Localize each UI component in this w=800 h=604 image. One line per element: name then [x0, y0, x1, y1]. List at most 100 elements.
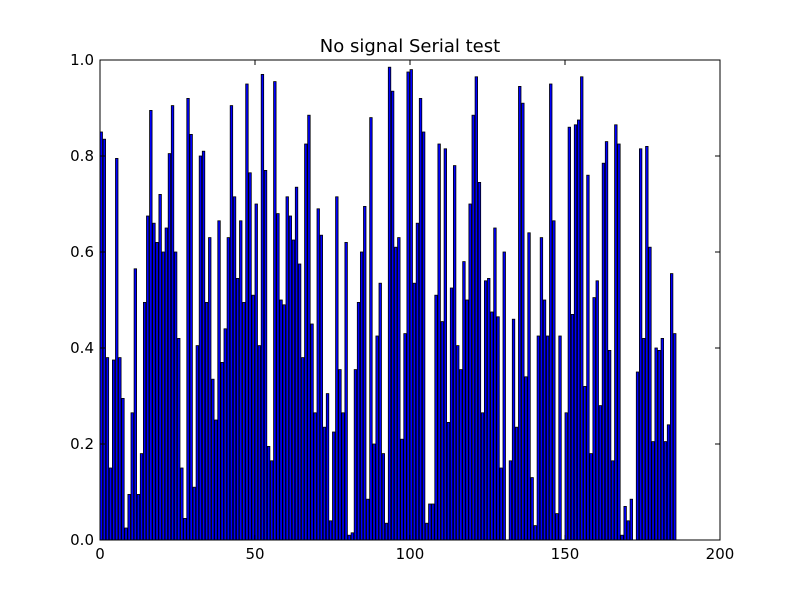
bar: [639, 148, 643, 541]
bar: [347, 534, 351, 541]
x-tick-label: 200: [706, 545, 735, 563]
x-tick-label: 0: [95, 545, 105, 563]
bar: [403, 333, 407, 541]
bar: [366, 498, 370, 541]
bar: [310, 323, 314, 541]
bar: [164, 227, 168, 541]
bar: [341, 412, 345, 541]
bar: [186, 98, 190, 541]
bar: [105, 357, 110, 541]
bar: [288, 215, 292, 541]
bar: [127, 493, 131, 541]
bar: [412, 282, 416, 541]
bar: [239, 220, 243, 541]
bar: [211, 378, 215, 541]
bar: [136, 493, 141, 541]
bar: [499, 467, 503, 541]
bar: [139, 453, 144, 541]
chart-title: No signal Serial test: [320, 36, 500, 57]
bar: [350, 532, 354, 541]
bar: [598, 405, 602, 541]
bar: [577, 119, 581, 541]
bar: [567, 126, 571, 541]
bar: [390, 90, 395, 541]
x-tick-label: 50: [245, 545, 264, 563]
bar: [192, 486, 196, 541]
bar: [304, 143, 308, 541]
bar: [446, 421, 451, 541]
bar: [363, 205, 367, 541]
bar: [527, 232, 531, 541]
bar: [620, 534, 624, 541]
bar: [359, 251, 364, 541]
bar: [198, 155, 203, 541]
bar: [335, 196, 339, 541]
bar: [468, 203, 472, 541]
bar: [260, 74, 265, 541]
bar: [316, 208, 320, 541]
bar: [645, 145, 649, 541]
bar: [443, 148, 447, 541]
bar: [394, 246, 398, 541]
bar: [673, 333, 677, 541]
bar: [515, 426, 519, 541]
bar: [294, 186, 299, 541]
bar: [235, 277, 240, 541]
bar: [133, 268, 137, 541]
bar: [583, 385, 587, 541]
bar: [487, 277, 491, 541]
bar: [158, 193, 162, 541]
bar: [332, 431, 336, 541]
bar: [149, 110, 153, 541]
bar: [248, 172, 252, 541]
bar: [623, 505, 627, 541]
bar: [670, 273, 674, 541]
bar: [372, 443, 376, 541]
bar: [465, 299, 469, 541]
bar: [322, 426, 327, 541]
bar: [608, 349, 612, 541]
bar: [524, 376, 528, 541]
bar: [223, 328, 227, 541]
bar: [546, 335, 550, 541]
bar: [549, 83, 553, 541]
bar: [291, 239, 296, 541]
bar: [666, 424, 671, 541]
bar: [307, 114, 311, 541]
bar: [146, 215, 150, 541]
bar: [142, 301, 147, 541]
bar: [397, 237, 401, 541]
bar: [651, 441, 655, 541]
bar: [254, 203, 258, 541]
bar: [167, 153, 172, 541]
bar: [189, 133, 193, 541]
bar: [387, 66, 392, 541]
bar: [657, 349, 661, 541]
bar: [381, 453, 385, 541]
bar: [521, 102, 525, 541]
bar: [301, 357, 305, 541]
bar: [270, 460, 274, 541]
bar: [660, 337, 664, 541]
bar: [648, 246, 652, 541]
bar: [183, 518, 187, 541]
bar: [573, 124, 578, 541]
bar: [518, 86, 522, 541]
bar: [325, 393, 330, 541]
bar: [642, 337, 646, 541]
bar: [663, 441, 668, 541]
bar: [493, 227, 497, 541]
bar: [384, 522, 389, 541]
bar: [124, 527, 128, 541]
ticks-group: 0 50 100 150 200 0.0 0.2 0.4 0.6 0.8 1.0: [70, 51, 734, 563]
bar: [328, 520, 333, 541]
bar: [369, 117, 373, 541]
bar: [338, 369, 342, 541]
bar: [204, 301, 209, 541]
bar: [480, 412, 485, 541]
bar: [496, 316, 500, 541]
bar: [378, 282, 382, 541]
bar: [418, 98, 423, 541]
bar: [409, 69, 413, 541]
